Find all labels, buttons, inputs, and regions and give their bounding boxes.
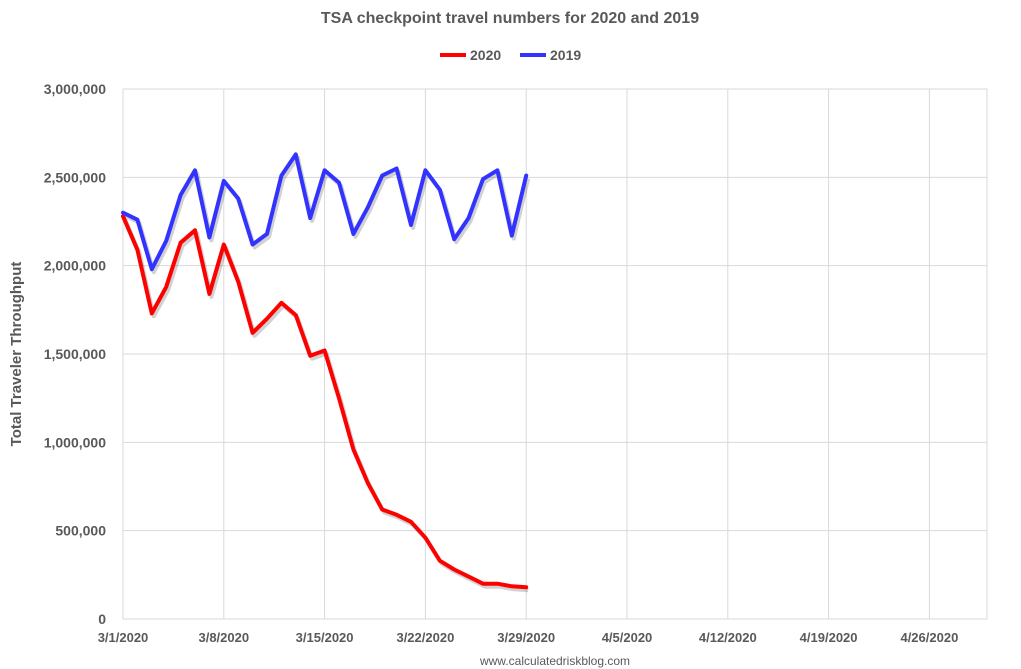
y-tick-label: 2,500,000	[44, 169, 106, 185]
y-axis-ticks: 0 500,000 1,000,000 1,500,000 2,000,000 2,500…	[44, 81, 107, 627]
source-credit: www.calculatedriskblog.com	[479, 654, 630, 668]
y-tick-label: 1,000,000	[44, 434, 106, 450]
legend: 2020 2019	[440, 47, 581, 63]
x-tick-label: 3/8/2020	[198, 630, 249, 645]
chart-title: TSA checkpoint travel numbers for 2020 a…	[321, 10, 699, 27]
legend-label-2019: 2019	[550, 47, 581, 63]
y-tick-label: 500,000	[55, 523, 106, 539]
x-tick-label: 4/12/2020	[699, 630, 757, 645]
x-tick-label: 4/19/2020	[800, 630, 858, 645]
y-tick-label: 3,000,000	[44, 81, 106, 97]
x-tick-label: 3/29/2020	[497, 630, 555, 645]
x-tick-label: 4/26/2020	[900, 630, 958, 645]
y-tick-label: 2,000,000	[44, 258, 106, 274]
x-tick-label: 3/15/2020	[296, 630, 354, 645]
x-axis-ticks: 3/1/2020 3/8/2020 3/15/2020 3/22/2020 3/29/2…	[98, 630, 959, 645]
series-shadow-2020	[123, 218, 529, 593]
legend-label-2020: 2020	[470, 47, 501, 63]
series-lines	[121, 152, 531, 593]
x-tick-label: 3/1/2020	[98, 630, 149, 645]
y-tick-label: 0	[98, 611, 106, 627]
gridlines	[122, 88, 988, 620]
y-tick-label: 1,500,000	[44, 346, 106, 362]
x-tick-label: 3/22/2020	[396, 630, 454, 645]
x-tick-label: 4/5/2020	[602, 630, 653, 645]
y-axis-label: Total Traveler Throughput	[8, 262, 25, 447]
